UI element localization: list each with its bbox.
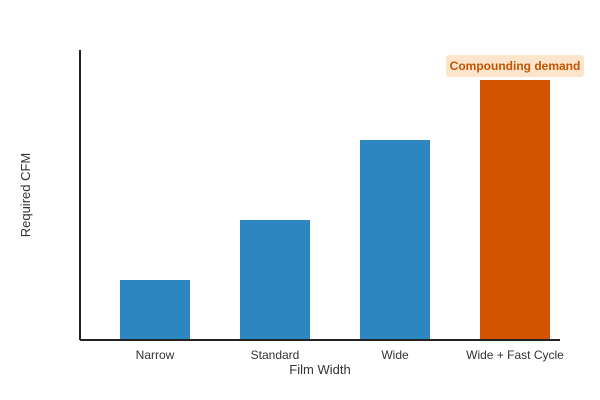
x-tick-label: Narrow <box>136 348 175 362</box>
bar-standard <box>240 220 310 340</box>
x-tick-label: Wide + Fast Cycle <box>466 348 564 362</box>
bar-wide-fast-cycle <box>480 80 550 340</box>
x-tick-labels: Narrow Standard Wide Wide + Fast Cycle <box>136 348 565 362</box>
bar-narrow <box>120 280 190 340</box>
x-tick-label: Standard <box>251 348 300 362</box>
bars-group <box>120 80 550 340</box>
x-axis-label: Film Width <box>289 362 350 377</box>
x-tick-label: Wide <box>381 348 409 362</box>
annotation-callout: Compounding demand <box>446 55 584 77</box>
annotation-background <box>446 55 584 77</box>
bar-wide <box>360 140 430 340</box>
annotation-text: Compounding demand <box>450 59 581 73</box>
y-axis-label: Required CFM <box>18 153 33 238</box>
